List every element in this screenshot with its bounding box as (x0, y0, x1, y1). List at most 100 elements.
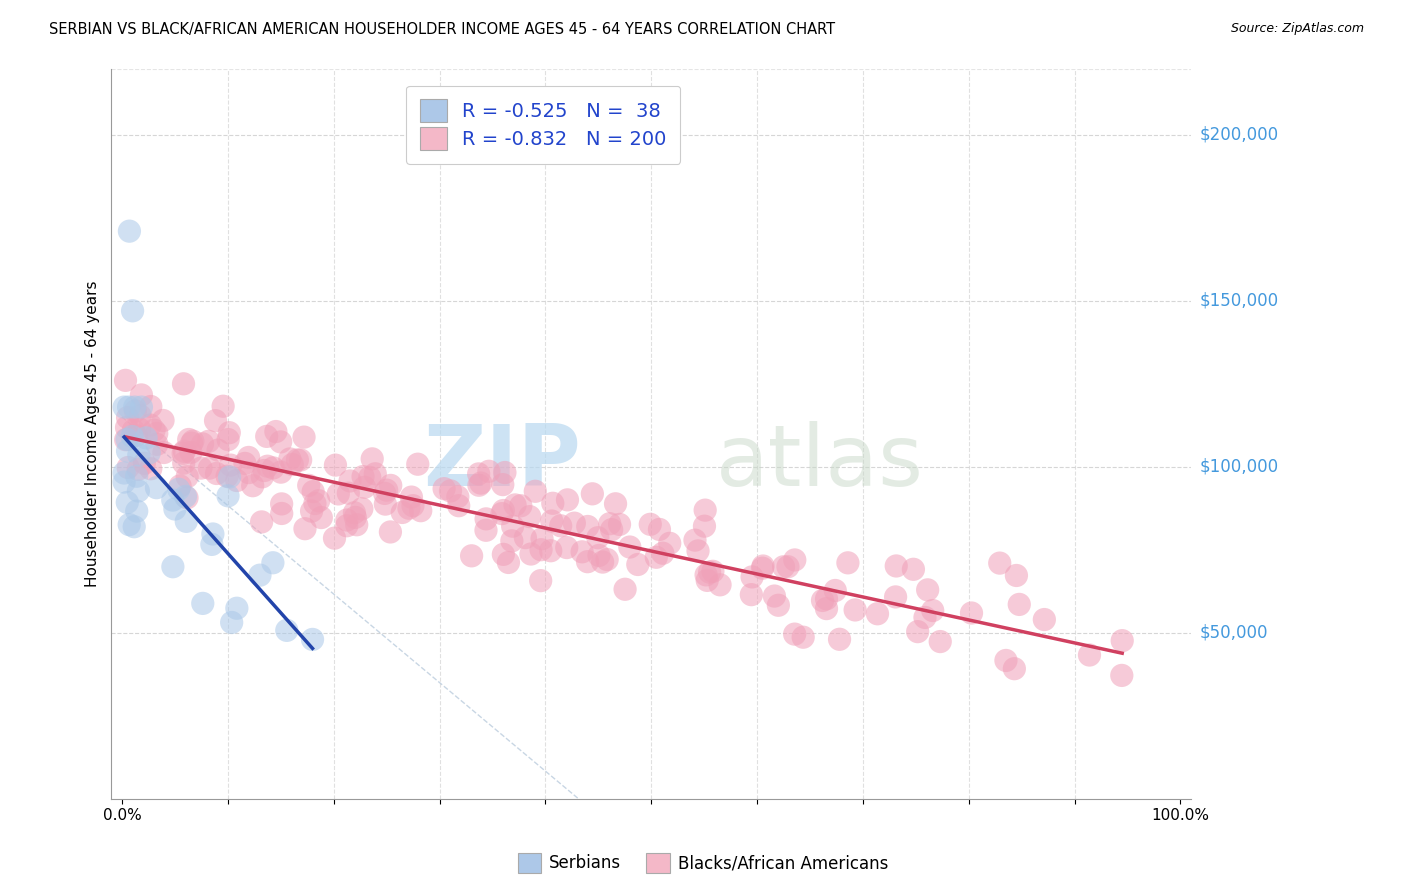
Point (1002, 662, 1025, 676)
Point (828, 632, 851, 647)
Point (815, 601, 838, 615)
Point (605, 497, 627, 511)
Point (301, 504, 323, 518)
Point (191, 596, 214, 610)
Point (115, 420, 138, 434)
Point (328, 487, 350, 501)
Point (498, 556, 520, 570)
Point (776, 559, 799, 574)
Point (242, 479, 264, 493)
Point (468, 478, 491, 492)
Point (515, 531, 537, 545)
Point (460, 549, 482, 563)
Point (145, 481, 167, 495)
Point (374, 497, 396, 511)
Point (576, 519, 599, 533)
Point (503, 498, 526, 512)
Point (502, 519, 524, 533)
Point (256, 459, 278, 474)
Point (540, 514, 562, 528)
Point (344, 510, 367, 524)
Point (699, 565, 721, 579)
Point (640, 517, 662, 532)
Point (609, 517, 631, 532)
Point (173, 456, 195, 470)
Point (380, 478, 402, 492)
Point (406, 457, 429, 471)
Point (125, 469, 148, 483)
Point (614, 582, 637, 597)
Point (509, 499, 531, 513)
Point (783, 627, 806, 641)
Point (752, 559, 775, 574)
Point (492, 503, 515, 517)
Point (122, 423, 145, 437)
Point (353, 480, 375, 494)
Point (125, 504, 148, 518)
Point (131, 400, 153, 414)
Point (134, 456, 156, 470)
Point (117, 444, 139, 458)
Point (201, 527, 224, 541)
Point (844, 603, 866, 617)
Point (501, 533, 523, 548)
Point (346, 517, 368, 532)
Point (311, 510, 333, 524)
Point (197, 434, 219, 449)
Point (218, 470, 240, 484)
Point (645, 550, 668, 565)
Legend: Serbians, Blacks/African Americans: Serbians, Blacks/African Americans (510, 847, 896, 880)
Point (599, 516, 621, 531)
Point (256, 429, 278, 443)
Point (146, 437, 169, 451)
Point (115, 433, 138, 447)
Point (1033, 613, 1056, 627)
Point (600, 523, 623, 537)
Point (121, 429, 143, 443)
Point (191, 437, 214, 451)
Text: $50,000: $50,000 (1199, 624, 1268, 642)
Point (696, 574, 718, 588)
Point (903, 562, 925, 576)
Point (339, 474, 361, 488)
Point (252, 470, 274, 484)
Point (524, 484, 547, 499)
Point (921, 603, 943, 617)
Point (884, 590, 907, 604)
Point (740, 588, 762, 602)
Text: Source: ZipAtlas.com: Source: ZipAtlas.com (1230, 22, 1364, 36)
Text: $150,000: $150,000 (1199, 292, 1278, 310)
Point (562, 516, 585, 531)
Point (492, 547, 515, 561)
Point (128, 448, 150, 462)
Point (683, 533, 706, 548)
Point (336, 518, 359, 533)
Point (172, 446, 194, 460)
Point (658, 536, 681, 550)
Point (129, 409, 152, 423)
Point (112, 475, 135, 489)
Point (177, 433, 200, 447)
Point (135, 431, 157, 445)
Point (124, 404, 146, 418)
Point (695, 567, 717, 582)
Point (550, 518, 572, 533)
Text: ZIP: ZIP (423, 421, 581, 504)
Point (555, 541, 578, 555)
Point (180, 436, 202, 450)
Point (145, 426, 167, 441)
Point (205, 467, 228, 481)
Point (138, 446, 160, 460)
Point (401, 490, 423, 504)
Point (238, 450, 260, 465)
Point (530, 574, 553, 588)
Point (792, 630, 814, 644)
Point (439, 483, 461, 498)
Point (212, 399, 235, 413)
Point (225, 601, 247, 615)
Point (181, 434, 204, 449)
Point (751, 561, 773, 575)
Point (190, 461, 212, 475)
Point (302, 484, 325, 499)
Point (207, 443, 229, 458)
